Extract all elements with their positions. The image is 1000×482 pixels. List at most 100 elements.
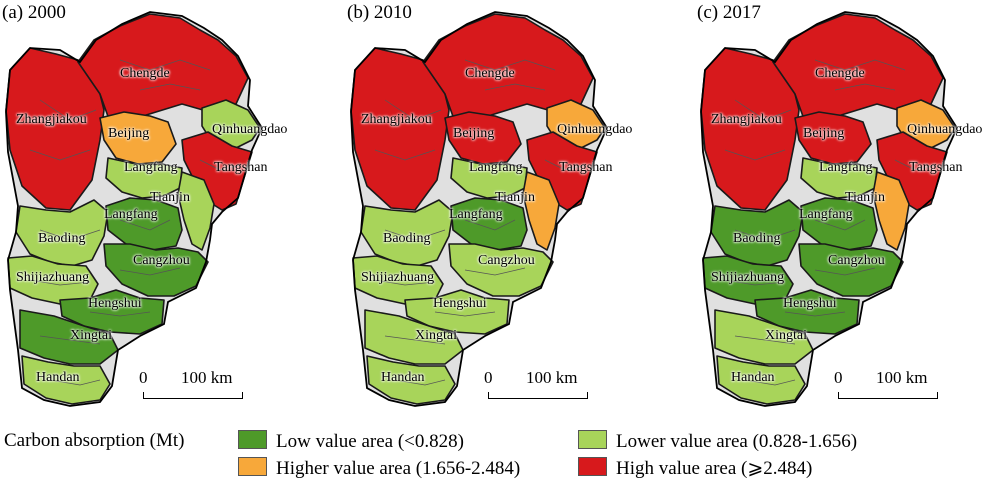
region-baoding	[360, 199, 454, 267]
city-label-shijiazhuang: Shijiazhuang	[361, 270, 435, 285]
county-line	[894, 159, 936, 171]
city-label-xingtai: Xingtai	[415, 328, 457, 343]
city-label-zhangjiakou: Zhangjiakou	[711, 112, 782, 127]
county-line	[814, 219, 866, 231]
legend-swatch-higher	[238, 457, 267, 476]
region-zhangjiakou	[5, 47, 105, 211]
county-line	[784, 311, 846, 317]
scale-line	[838, 392, 938, 399]
city-label-baoding: Baoding	[383, 231, 431, 246]
city-label-qinhuangdao: Qinhuangdao	[212, 122, 288, 137]
county-line	[834, 83, 896, 91]
city-label-langfang: Langfang	[819, 160, 873, 175]
region-langfang-north	[450, 157, 528, 199]
county-line	[744, 379, 796, 386]
county-line	[814, 59, 906, 71]
region-langfang-south	[800, 197, 878, 251]
county-line	[374, 279, 436, 286]
scale-distance: 100 km	[181, 368, 233, 387]
city-label-handan: Handan	[36, 370, 80, 385]
city-label-chengde: Chengde	[120, 66, 170, 81]
region-langfang-south	[105, 197, 183, 251]
region-handan	[716, 355, 806, 405]
scale-zero: 0	[834, 368, 843, 387]
legend-label: Low value area (<0.828)	[276, 431, 464, 452]
scale-bar: 0 100 km	[135, 368, 255, 402]
city-label-qinhuangdao: Qinhuangdao	[557, 122, 633, 137]
county-line	[119, 267, 181, 276]
city-label-chengde: Chengde	[815, 66, 865, 81]
city-label-chengde: Chengde	[465, 66, 515, 81]
scale-zero: 0	[484, 368, 493, 387]
city-label-tianjin: Tianjin	[845, 190, 885, 205]
city-label-handan: Handan	[731, 370, 775, 385]
county-line	[119, 59, 211, 71]
scale-distance: 100 km	[876, 368, 928, 387]
county-boundaries	[724, 59, 936, 386]
city-label-langfang2: Langfang	[449, 207, 503, 222]
city-label-baoding: Baoding	[733, 231, 781, 246]
region-zhangjiakou	[700, 47, 800, 211]
legend-swatch-low	[238, 430, 267, 449]
scale-bar: 0 100 km	[480, 368, 600, 402]
legend-item-high: High value area (⩾2.484)	[578, 457, 812, 480]
region-baoding	[15, 199, 109, 267]
region-zhangjiakou	[350, 47, 450, 211]
panel-title: (c) 2017	[697, 2, 761, 23]
city-label-cangzhou: Cangzhou	[133, 253, 190, 268]
city-label-langfang: Langfang	[124, 160, 178, 175]
county-line	[734, 99, 792, 121]
county-line	[484, 83, 546, 91]
legend-title: Carbon absorption (Mt)	[4, 430, 185, 451]
county-line	[119, 219, 171, 231]
city-label-zhangjiakou: Zhangjiakou	[361, 112, 432, 127]
region-baoding	[710, 199, 804, 267]
city-label-tianjin: Tianjin	[495, 190, 535, 205]
city-label-langfang2: Langfang	[104, 207, 158, 222]
county-line	[464, 219, 516, 231]
city-label-baoding: Baoding	[38, 231, 86, 246]
region-tianjin	[177, 171, 215, 251]
province-outline	[350, 11, 609, 407]
city-label-cangzhou: Cangzhou	[828, 253, 885, 268]
region-beijing	[99, 111, 177, 165]
county-line	[464, 59, 556, 71]
city-label-tangshan: Tangshan	[559, 160, 613, 175]
county-line	[39, 229, 101, 241]
region-xingtai	[714, 309, 814, 365]
city-label-hengshui: Hengshui	[88, 296, 142, 311]
county-line	[734, 229, 796, 241]
legend-swatch-high	[578, 457, 607, 476]
carbon-map-2000	[5, 11, 264, 407]
city-label-shijiazhuang: Shijiazhuang	[16, 270, 90, 285]
province-outline	[700, 11, 959, 407]
map-legend: Carbon absorption (Mt) Low value area (<…	[0, 420, 1000, 482]
city-label-hengshui: Hengshui	[433, 296, 487, 311]
region-langfang-north	[105, 157, 183, 199]
scale-zero: 0	[139, 368, 148, 387]
region-beijing	[444, 111, 522, 165]
city-label-tangshan: Tangshan	[909, 160, 963, 175]
city-label-xingtai: Xingtai	[70, 328, 112, 343]
map-panel-2000: (a) 2000 Chengde Zhangjiakou Beijing Qinhua…	[0, 0, 330, 420]
county-line	[384, 229, 446, 241]
city-label-langfang: Langfang	[469, 160, 523, 175]
region-shijiazhuang	[7, 255, 99, 305]
legend-swatch-lower	[578, 430, 607, 449]
county-line	[139, 83, 201, 91]
county-line	[89, 311, 151, 317]
scale-line	[143, 392, 243, 399]
map-panel-2017: (c) 2017 Chengde Zhangjiakou Beijing Qinhua…	[695, 0, 1000, 420]
scale-distance: 100 km	[526, 368, 578, 387]
city-label-shijiazhuang: Shijiazhuang	[711, 270, 785, 285]
legend-item-low: Low value area (<0.828)	[238, 430, 464, 453]
legend-label: High value area (⩾2.484)	[616, 458, 813, 479]
county-line	[374, 149, 436, 161]
region-tangshan	[876, 131, 948, 211]
legend-item-lower: Lower value area (0.828-1.656)	[578, 430, 857, 453]
county-line	[434, 311, 496, 317]
region-handan	[366, 355, 456, 405]
county-line	[724, 149, 786, 161]
map-panel-2010: (b) 2010 Chengde Zhangjiakou Beijing Qinhua…	[345, 0, 675, 420]
province-outline	[5, 11, 264, 407]
